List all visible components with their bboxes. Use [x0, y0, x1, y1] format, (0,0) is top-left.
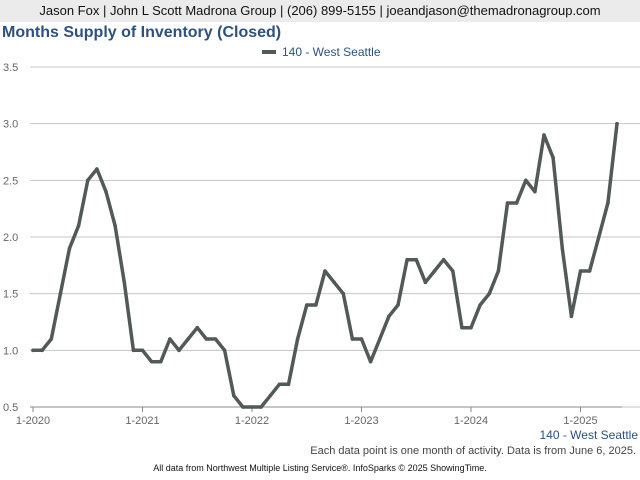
- data-point: [441, 257, 446, 262]
- x-tick-label: 1-2024: [454, 415, 488, 427]
- x-tick-label: 1-2025: [563, 415, 597, 427]
- y-tick-label: 1.5: [3, 289, 18, 301]
- chart-legend[interactable]: 140 - West Seattle: [262, 45, 381, 59]
- data-point: [542, 133, 546, 137]
- data-point: [368, 359, 373, 364]
- data-point: [158, 359, 163, 364]
- y-tick-label: 1.0: [3, 345, 18, 357]
- data-point: [31, 348, 35, 353]
- y-tick-label: 2.0: [3, 232, 18, 244]
- data-point: [304, 303, 309, 307]
- data-point: [149, 359, 154, 364]
- y-tick-label: 3.5: [3, 62, 18, 74]
- chart-title: Months Supply of Inventory (Closed): [2, 24, 282, 41]
- data-point: [231, 393, 236, 398]
- series-line: [31, 121, 619, 409]
- data-point: [377, 337, 382, 341]
- data-point: [615, 121, 619, 126]
- data-point: [204, 337, 209, 341]
- data-point: [195, 325, 200, 330]
- data-point: [359, 337, 364, 341]
- data-point: [241, 405, 245, 409]
- data-point: [85, 178, 90, 183]
- data-point: [140, 348, 145, 353]
- data-point: [405, 257, 409, 262]
- data-credits: All data from Northwest Multiple Listing…: [153, 463, 487, 473]
- legend-swatch: [262, 50, 276, 54]
- legend-label: 140 - West Seattle: [282, 45, 381, 59]
- x-tick-label: 1-2020: [16, 415, 50, 427]
- data-point: [432, 269, 437, 273]
- data-point: [314, 303, 318, 307]
- data-point: [606, 201, 610, 205]
- series-end-label: 140 - West Seattle: [539, 428, 639, 442]
- data-point: [95, 167, 99, 171]
- data-point: [505, 201, 510, 205]
- data-point: [286, 382, 291, 387]
- data-point: [67, 246, 72, 251]
- data-point: [213, 337, 218, 341]
- data-point: [414, 257, 419, 262]
- data-point: [186, 337, 190, 341]
- data-point: [323, 269, 327, 273]
- data-point: [396, 303, 400, 307]
- data-point: [423, 280, 428, 285]
- data-point: [131, 348, 136, 353]
- data-point: [250, 405, 254, 409]
- x-tick-label: 1-2021: [125, 415, 159, 427]
- data-point: [222, 348, 227, 353]
- data-point: [587, 269, 592, 273]
- x-tick-label: 1-2023: [344, 415, 378, 427]
- y-tick-label: 3.0: [3, 119, 18, 131]
- data-point: [104, 189, 108, 194]
- data-point: [551, 155, 555, 160]
- data-point: [487, 291, 492, 296]
- footnote: Each data point is one month of activity…: [310, 445, 636, 457]
- data-point: [40, 348, 44, 353]
- data-point: [49, 337, 54, 341]
- y-tick-label: 2.5: [3, 175, 18, 187]
- data-point: [578, 269, 583, 273]
- data-point: [168, 337, 172, 341]
- data-point: [277, 382, 282, 387]
- data-point: [450, 269, 455, 273]
- data-point: [478, 303, 482, 307]
- data-point: [295, 337, 300, 341]
- data-point: [350, 337, 355, 341]
- data-point: [341, 291, 346, 296]
- data-point: [496, 269, 501, 273]
- data-point: [268, 393, 273, 398]
- data-point: [332, 280, 336, 285]
- data-point: [122, 280, 127, 285]
- data-point: [76, 223, 81, 228]
- data-point: [469, 325, 473, 330]
- data-point: [58, 291, 63, 296]
- data-point: [514, 201, 519, 205]
- data-point: [387, 314, 391, 319]
- data-point: [113, 223, 117, 228]
- y-tick-label: 0.5: [3, 402, 18, 414]
- data-point: [596, 235, 601, 239]
- data-point: [560, 246, 565, 251]
- data-point: [533, 189, 537, 194]
- data-point: [523, 178, 528, 183]
- x-tick-label: 1-2022: [235, 415, 269, 427]
- header-contact-text: Jason Fox | John L Scott Madrona Group |…: [39, 3, 601, 18]
- header-contact-bar: Jason Fox | John L Scott Madrona Group |…: [0, 0, 640, 22]
- data-point: [177, 348, 181, 353]
- data-point: [569, 314, 574, 319]
- data-point: [460, 325, 464, 330]
- data-point: [259, 405, 263, 409]
